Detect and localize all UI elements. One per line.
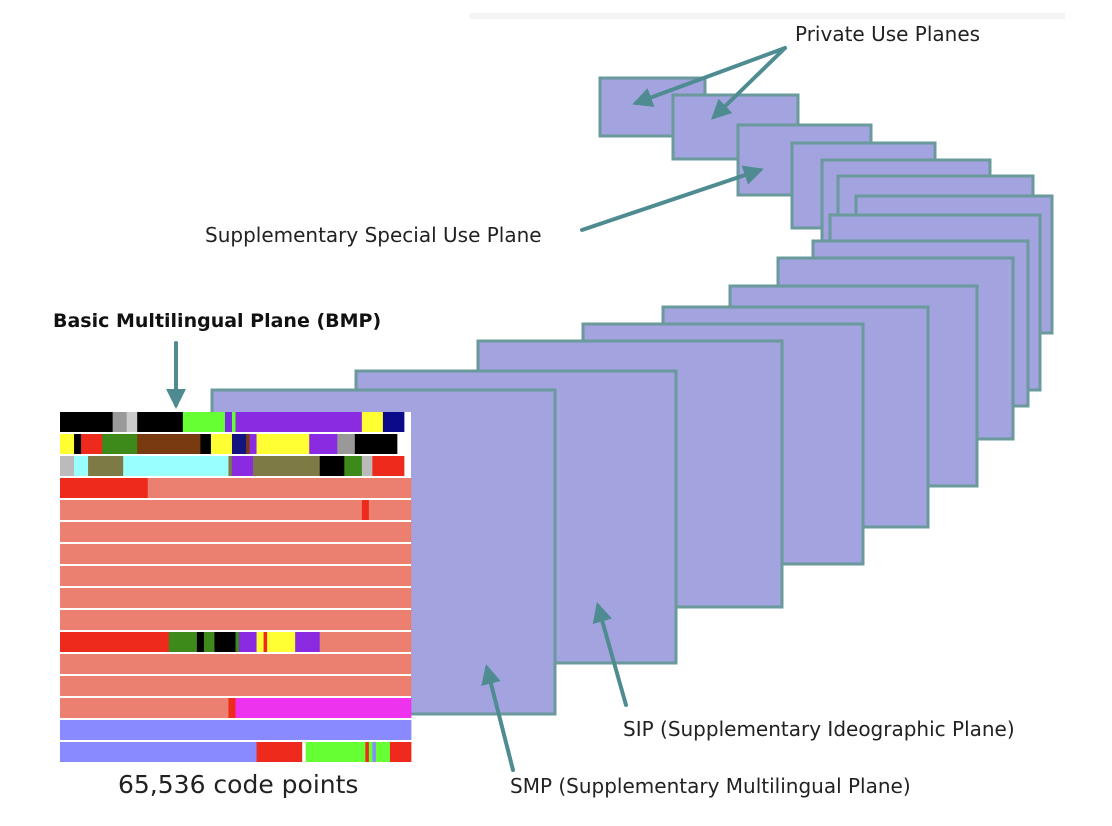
bmp-block-r10-s6 bbox=[239, 632, 257, 652]
bmp-block-r2-s1 bbox=[74, 456, 89, 476]
bmp-block-r10-s3 bbox=[203, 632, 215, 652]
arrows bbox=[166, 46, 787, 772]
bmp-block-r1-s0 bbox=[60, 434, 75, 454]
bmp-block-r2-s2 bbox=[88, 456, 124, 476]
bmp-block-r10-s4 bbox=[214, 632, 236, 652]
bmp-block-r0-s4 bbox=[182, 412, 226, 432]
bmp-block-r1-s9 bbox=[249, 434, 257, 454]
bmp-block-r0-s7 bbox=[235, 412, 363, 432]
bmp-block-r10-s1 bbox=[168, 632, 198, 652]
bmp-block-r8-s0 bbox=[60, 588, 412, 608]
bmp-block-r2-s4 bbox=[228, 456, 233, 476]
bmp-block-r12-s0 bbox=[60, 676, 412, 696]
bmp-block-r15-s7 bbox=[375, 742, 391, 762]
smp-label: SMP (Supplementary Multilingual Plane) bbox=[510, 774, 911, 798]
bmp-block-r15-s5 bbox=[368, 742, 373, 762]
bmp-block-r15-s0 bbox=[60, 742, 257, 762]
bmp-block-r1-s11 bbox=[309, 434, 338, 454]
bmp-block-r1-s2 bbox=[81, 434, 103, 454]
code-points-label: 65,536 code points bbox=[118, 770, 359, 799]
ssp-label: Supplementary Special Use Plane bbox=[205, 223, 542, 247]
bmp-block-r10-s7 bbox=[256, 632, 264, 652]
bmp-block-r1-s10 bbox=[256, 434, 310, 454]
arrow-sip bbox=[592, 602, 628, 707]
sip-label: SIP (Supplementary Ideographic Plane) bbox=[623, 717, 1015, 741]
bmp-block-r10-s5 bbox=[235, 632, 240, 652]
bmp-grid bbox=[60, 412, 412, 764]
bmp-block-r0-s0 bbox=[60, 412, 114, 432]
bmp-block-r13-s0 bbox=[60, 698, 229, 718]
bmp-block-r1-s12 bbox=[337, 434, 356, 454]
bmp-block-r3-s1 bbox=[147, 478, 412, 498]
bmp-block-r0-s9 bbox=[382, 412, 405, 432]
bmp-block-r15-s1 bbox=[256, 742, 303, 762]
bmp-block-r1-s4 bbox=[137, 434, 201, 454]
bmp-block-r2-s5 bbox=[231, 456, 254, 476]
bmp-block-r1-s5 bbox=[200, 434, 212, 454]
bmp-block-r10-s9 bbox=[267, 632, 296, 652]
bmp-block-r2-s6 bbox=[253, 456, 321, 476]
bmp-block-r2-s10 bbox=[372, 456, 405, 476]
bmp-block-r1-s13 bbox=[354, 434, 398, 454]
bmp-block-r0-s1 bbox=[112, 412, 128, 432]
arrow-ssp bbox=[580, 165, 764, 232]
bmp-block-r9-s0 bbox=[60, 610, 412, 630]
bmp-block-r15-s8 bbox=[389, 742, 412, 762]
bmp-block-r1-s8 bbox=[246, 434, 250, 454]
bmp-block-r4-s1 bbox=[361, 500, 370, 520]
bmp-block-r1-s1 bbox=[74, 434, 82, 454]
top-rule bbox=[470, 13, 1065, 19]
bmp-block-r7-s0 bbox=[60, 566, 412, 586]
bmp-block-r11-s0 bbox=[60, 654, 412, 674]
bmp-block-r4-s2 bbox=[368, 500, 412, 520]
bmp-block-r14-s0 bbox=[60, 720, 412, 740]
bmp-block-r3-s0 bbox=[60, 478, 149, 498]
bmp-block-r15-s6 bbox=[372, 742, 377, 762]
bmp-block-r10-s0 bbox=[60, 632, 170, 652]
bmp-block-r0-s2 bbox=[126, 412, 138, 432]
arrow-private-use-1 bbox=[632, 46, 787, 107]
bmp-block-r0-s8 bbox=[361, 412, 384, 432]
bmp-block-r13-s2 bbox=[235, 698, 412, 718]
bmp-block-r10-s2 bbox=[196, 632, 205, 652]
bmp-block-r2-s8 bbox=[344, 456, 363, 476]
bmp-block-r15-s2 bbox=[302, 742, 307, 762]
bmp-block-r2-s7 bbox=[319, 456, 345, 476]
bmp-block-r13-s1 bbox=[228, 698, 236, 718]
bmp-block-r4-s0 bbox=[60, 500, 363, 520]
private-use-planes-label: Private Use Planes bbox=[795, 22, 981, 46]
bmp-block-r2-s0 bbox=[60, 456, 75, 476]
bmp-block-r5-s0 bbox=[60, 522, 412, 542]
bmp-block-r10-s11 bbox=[319, 632, 412, 652]
bmp-block-r0-s3 bbox=[137, 412, 184, 432]
arrow-smp bbox=[481, 664, 515, 772]
bmp-block-r2-s3 bbox=[123, 456, 229, 476]
bmp-block-r1-s7 bbox=[231, 434, 247, 454]
arrow-private-use-2 bbox=[711, 46, 787, 120]
bmp-block-r15-s3 bbox=[305, 742, 366, 762]
bmp-block-r1-s3 bbox=[102, 434, 138, 454]
bmp-block-r15-s4 bbox=[365, 742, 370, 762]
bmp-block-r6-s0 bbox=[60, 544, 412, 564]
bmp-block-r10-s8 bbox=[263, 632, 268, 652]
bmp-title: Basic Multilingual Plane (BMP) bbox=[53, 310, 382, 332]
bmp-block-r2-s9 bbox=[361, 456, 373, 476]
bmp-block-r1-s6 bbox=[210, 434, 233, 454]
bmp-block-r0-s5 bbox=[224, 412, 233, 432]
bmp-block-r0-s6 bbox=[231, 412, 236, 432]
bmp-block-r10-s10 bbox=[295, 632, 321, 652]
